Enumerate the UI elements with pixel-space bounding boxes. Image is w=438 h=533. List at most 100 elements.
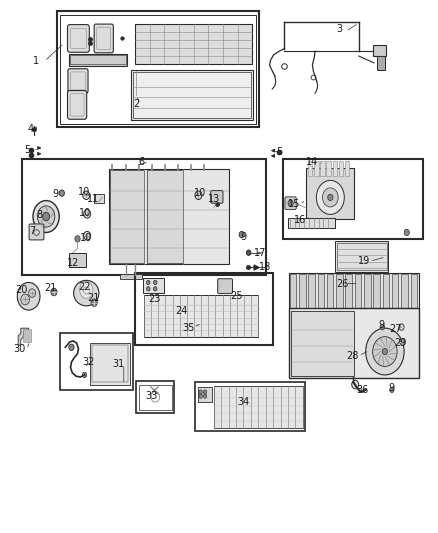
Polygon shape (18, 328, 28, 345)
Bar (306, 168, 354, 219)
Text: 16: 16 (294, 215, 306, 225)
Circle shape (83, 191, 90, 199)
Bar (308, 274, 315, 308)
Circle shape (199, 390, 202, 394)
Circle shape (17, 282, 40, 310)
Bar (318, 274, 324, 308)
Bar (69, 253, 86, 266)
Text: 26: 26 (336, 279, 348, 288)
Bar (21, 159, 266, 275)
Text: 32: 32 (83, 357, 95, 367)
Text: 3: 3 (336, 25, 343, 35)
Text: 5: 5 (276, 147, 283, 157)
Circle shape (59, 190, 64, 196)
Bar (289, 273, 419, 309)
Circle shape (400, 339, 405, 345)
Bar (410, 274, 417, 308)
Circle shape (147, 287, 150, 291)
Text: 9: 9 (389, 383, 395, 393)
Bar (332, 161, 337, 176)
Text: 10: 10 (194, 188, 206, 198)
Circle shape (51, 288, 57, 296)
Circle shape (199, 394, 202, 398)
Circle shape (91, 299, 97, 306)
Text: 10: 10 (80, 233, 92, 243)
Bar (364, 274, 371, 308)
FancyBboxPatch shape (218, 279, 233, 294)
Bar (383, 274, 389, 308)
Bar (346, 274, 352, 308)
Circle shape (75, 236, 80, 242)
Circle shape (33, 200, 59, 232)
Bar (194, 382, 305, 431)
Bar (336, 274, 343, 308)
Circle shape (404, 229, 410, 236)
Text: 9: 9 (378, 320, 385, 330)
Circle shape (316, 180, 344, 214)
Text: 9: 9 (240, 232, 247, 242)
Bar (289, 308, 419, 378)
Bar (60, 14, 256, 124)
Bar (139, 384, 172, 410)
Bar (345, 161, 349, 176)
Bar (143, 278, 164, 293)
Bar (110, 169, 144, 263)
FancyBboxPatch shape (285, 197, 296, 209)
Text: 22: 22 (78, 282, 91, 292)
Bar (70, 55, 127, 64)
Text: 31: 31 (113, 359, 125, 369)
Text: 4: 4 (27, 124, 33, 134)
Text: 36: 36 (356, 385, 368, 395)
Circle shape (153, 280, 157, 285)
Bar (90, 343, 130, 384)
Text: 34: 34 (237, 397, 250, 407)
Circle shape (352, 380, 359, 389)
Text: 2: 2 (133, 99, 139, 109)
Circle shape (147, 280, 150, 285)
FancyBboxPatch shape (68, 69, 88, 93)
Text: 18: 18 (259, 262, 272, 272)
Text: 24: 24 (176, 306, 188, 316)
Text: 20: 20 (15, 285, 28, 295)
Text: 5: 5 (24, 144, 30, 155)
Circle shape (84, 209, 91, 218)
Circle shape (399, 324, 404, 330)
Ellipse shape (74, 280, 99, 306)
Bar (320, 161, 325, 176)
Text: 23: 23 (148, 294, 161, 304)
Text: 21: 21 (44, 283, 57, 293)
FancyBboxPatch shape (67, 91, 87, 119)
Bar (290, 311, 354, 376)
Text: 35: 35 (182, 322, 194, 333)
Bar (92, 345, 128, 382)
Bar (290, 274, 296, 308)
Text: 11: 11 (87, 194, 99, 204)
Text: 21: 21 (87, 293, 99, 303)
Bar (377, 56, 385, 70)
Bar (392, 274, 399, 308)
Circle shape (382, 349, 388, 355)
Circle shape (82, 372, 87, 377)
Bar (327, 274, 333, 308)
Text: 7: 7 (29, 227, 35, 237)
Bar (288, 217, 335, 228)
Text: 28: 28 (346, 351, 359, 361)
Bar (355, 274, 361, 308)
Bar (198, 386, 212, 401)
Text: 17: 17 (254, 248, 266, 257)
Circle shape (84, 231, 91, 240)
Bar (337, 243, 387, 270)
Bar (135, 24, 252, 64)
Bar (133, 72, 251, 118)
Text: 1: 1 (33, 56, 39, 66)
Circle shape (288, 200, 293, 206)
Bar (326, 161, 331, 176)
FancyBboxPatch shape (67, 25, 89, 52)
Text: 6: 6 (138, 157, 145, 167)
Bar (94, 193, 104, 203)
Circle shape (390, 387, 394, 392)
Circle shape (328, 194, 333, 200)
Text: 8: 8 (36, 210, 42, 220)
Text: 10: 10 (79, 208, 92, 218)
Text: 10: 10 (78, 187, 91, 197)
